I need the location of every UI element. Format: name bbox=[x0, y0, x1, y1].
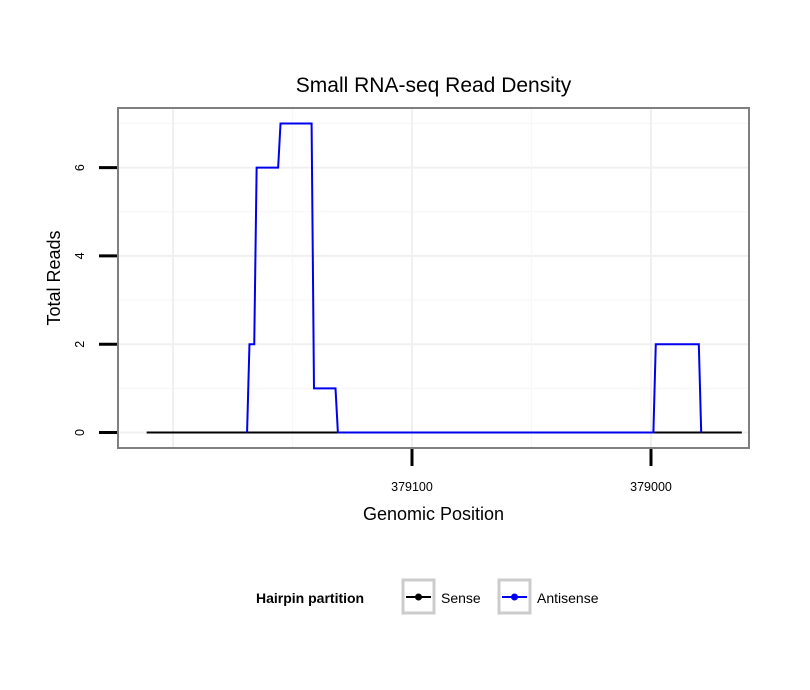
plot-panel-border bbox=[117, 107, 750, 449]
y-tick-label: 0 bbox=[73, 429, 87, 436]
axis-ticks: 0 2 4 6 379100 379000 bbox=[73, 164, 672, 494]
x-tick-label: 379000 bbox=[630, 480, 672, 494]
legend-items: Sense Antisense bbox=[401, 578, 599, 615]
chart-title: Small RNA-seq Read Density bbox=[296, 74, 572, 97]
series-line-antisense bbox=[246, 122, 703, 434]
legend-label: Antisense bbox=[537, 590, 599, 606]
legend-key-point bbox=[511, 593, 518, 601]
legend: Hairpin partition Sense Antisense bbox=[256, 578, 599, 615]
legend-label: Sense bbox=[441, 590, 481, 606]
x-tick-label: 379100 bbox=[391, 480, 433, 494]
y-tick-label: 6 bbox=[73, 164, 87, 171]
y-axis-label: Total Reads bbox=[44, 230, 64, 325]
legend-key-point bbox=[415, 593, 422, 601]
x-axis-label: Genomic Position bbox=[363, 504, 504, 524]
y-tick-label: 4 bbox=[73, 252, 87, 259]
legend-title: Hairpin partition bbox=[256, 590, 364, 606]
plot-series bbox=[146, 122, 742, 434]
y-tick-label: 2 bbox=[73, 341, 87, 348]
